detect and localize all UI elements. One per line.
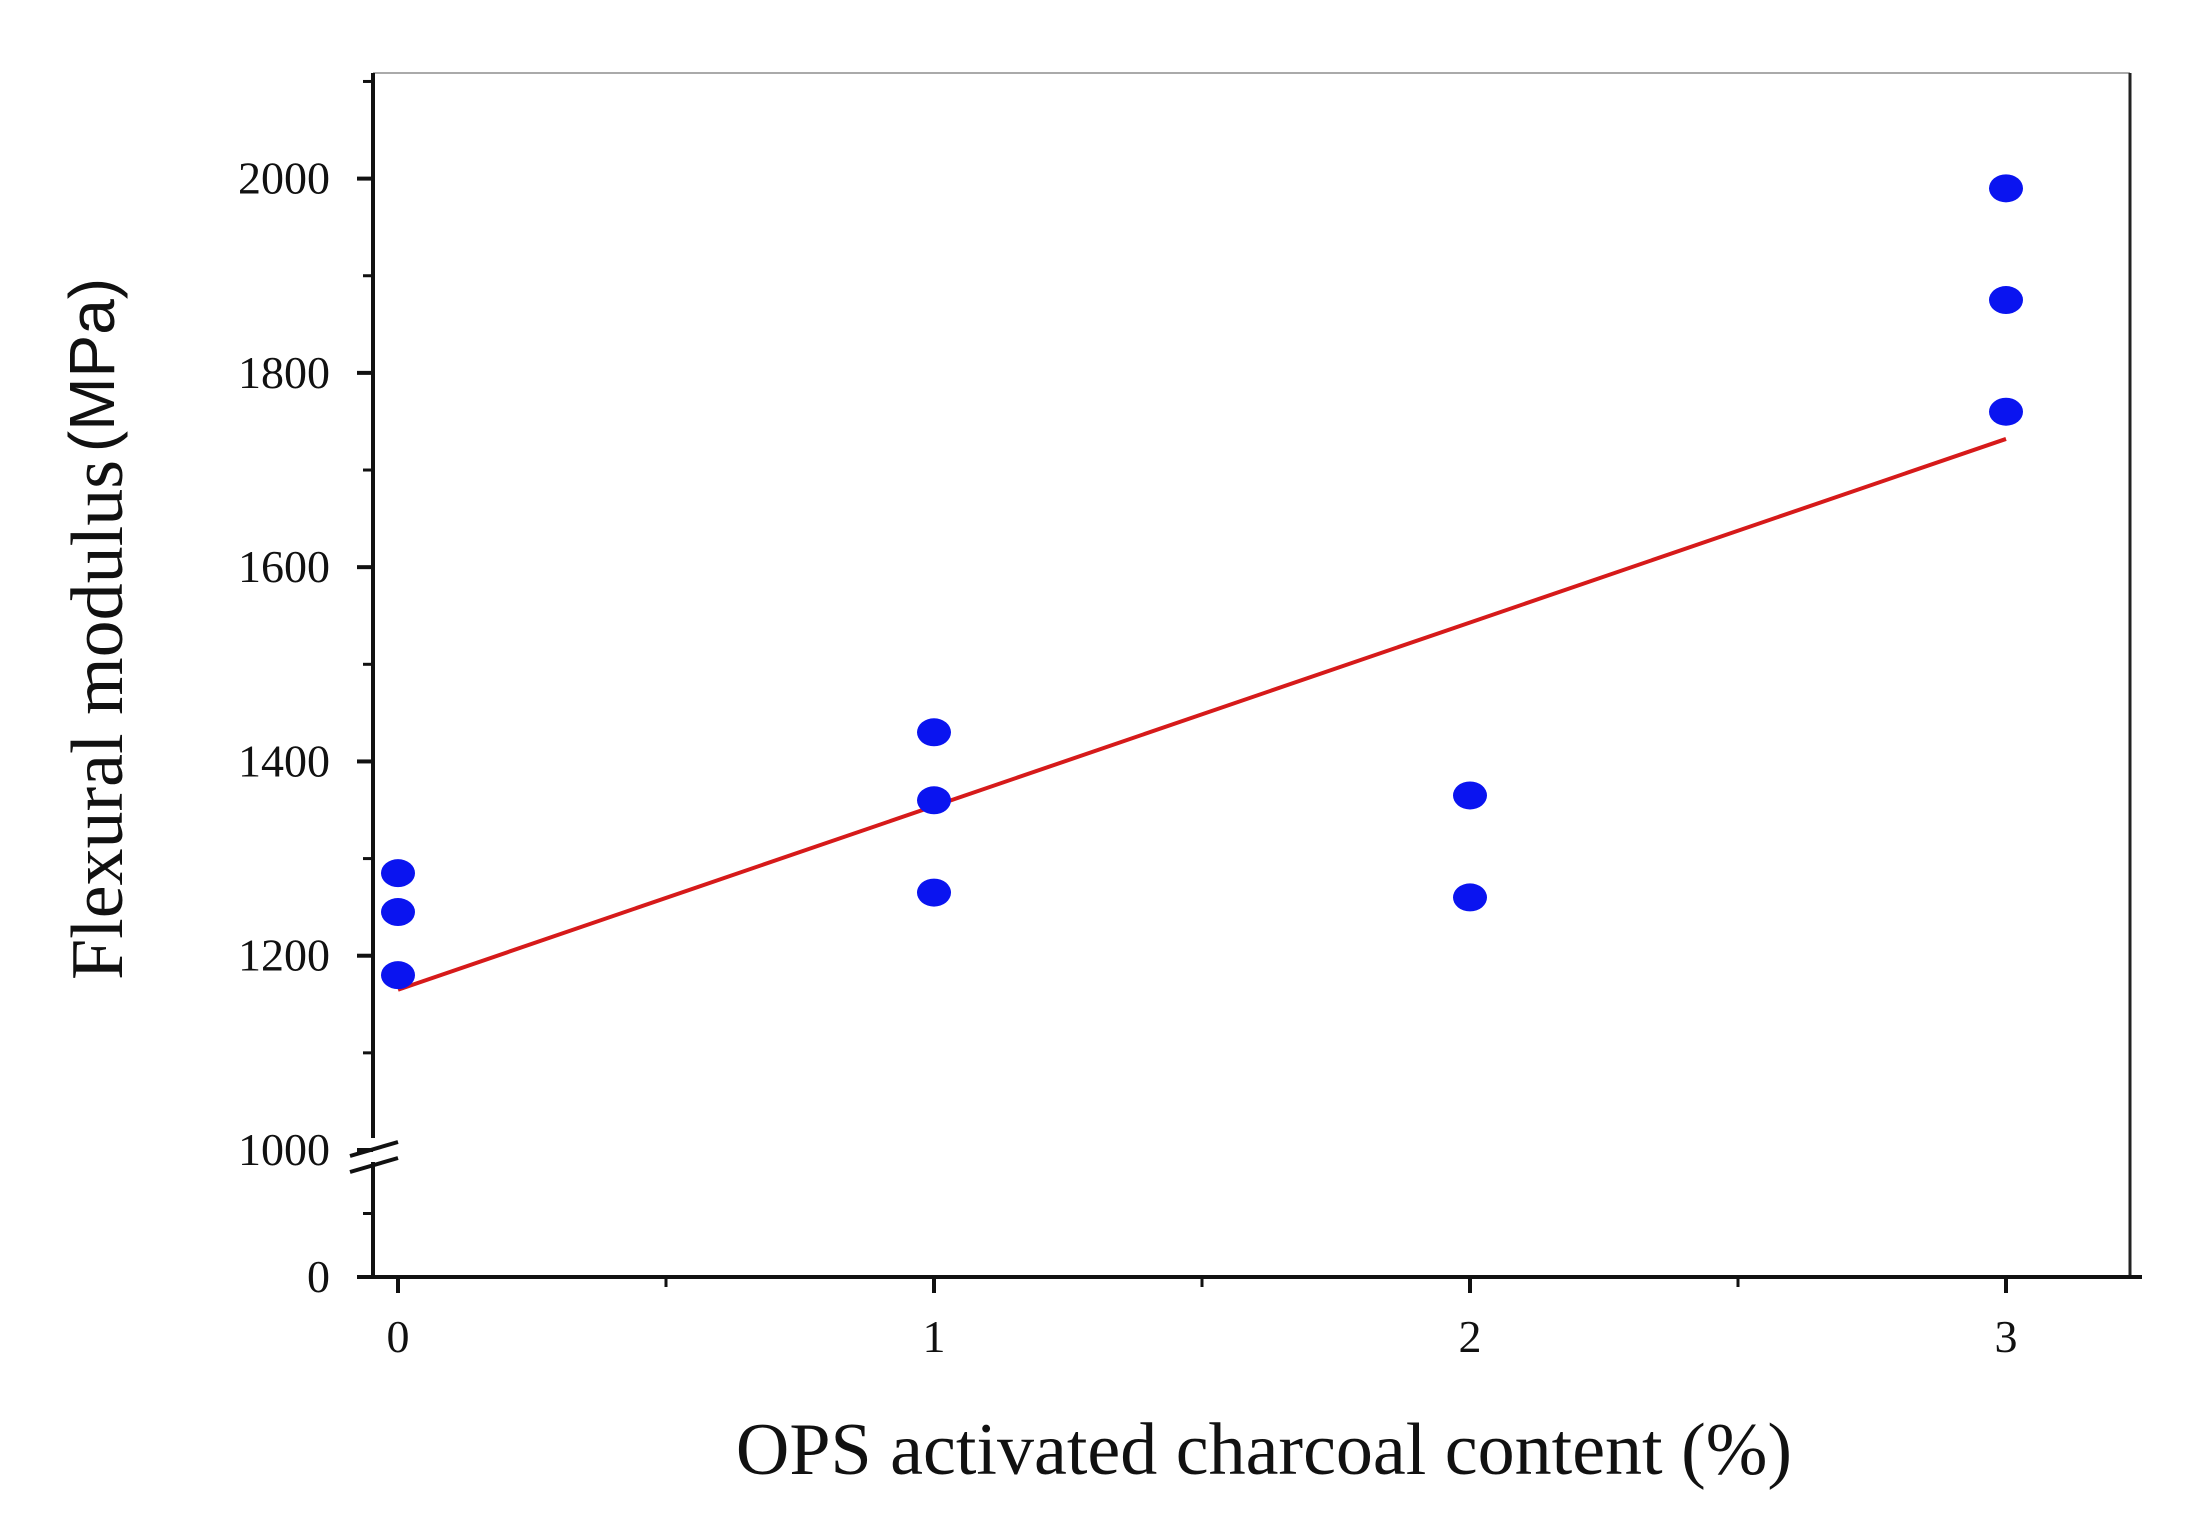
data-point — [917, 878, 951, 907]
data-point — [1989, 286, 2023, 315]
y-tick-label: 1200 — [238, 930, 330, 981]
y-tick-label: 0 — [307, 1251, 330, 1302]
data-point — [1989, 397, 2023, 426]
data-point — [1453, 781, 1487, 810]
data-point — [917, 718, 951, 747]
x-ticks — [396, 1277, 2008, 1293]
x-tick-label: 0 — [387, 1311, 410, 1362]
y-axis-title: Flexural modulus (MPa) — [56, 278, 139, 980]
data-point — [917, 786, 951, 815]
axis-break-mark-upper — [349, 1140, 399, 1158]
x-axis-title: OPS activated charcoal content (%) — [736, 1409, 1792, 1491]
y-tick-label: 2000 — [238, 153, 330, 204]
y-tick-label: 1800 — [238, 347, 330, 398]
y-tick-label: 1400 — [238, 735, 330, 786]
data-point — [1989, 174, 2023, 203]
fit-line — [397, 437, 2007, 992]
data-point — [381, 898, 415, 927]
y-axis-title-name: Flexural modulus — [57, 460, 139, 980]
x-tick-labels: 0 1 2 3 — [387, 1311, 2018, 1362]
y-tick-label: 1000 — [238, 1124, 330, 1175]
data-point — [1453, 883, 1487, 912]
y-tick-label: 1600 — [238, 541, 330, 592]
y-tick-labels: 0 1000 1200 1400 1600 1800 2000 — [238, 153, 330, 1302]
data-points — [381, 174, 2023, 990]
axis-break-mark-lower — [349, 1156, 399, 1174]
y-axis-title-unit: (MPa) — [56, 278, 128, 452]
x-tick-label: 1 — [923, 1311, 946, 1362]
y-ticks — [357, 79, 373, 1279]
x-tick-label: 2 — [1459, 1311, 1482, 1362]
data-point — [381, 859, 415, 888]
x-tick-label: 3 — [1995, 1311, 2018, 1362]
data-point — [381, 961, 415, 990]
